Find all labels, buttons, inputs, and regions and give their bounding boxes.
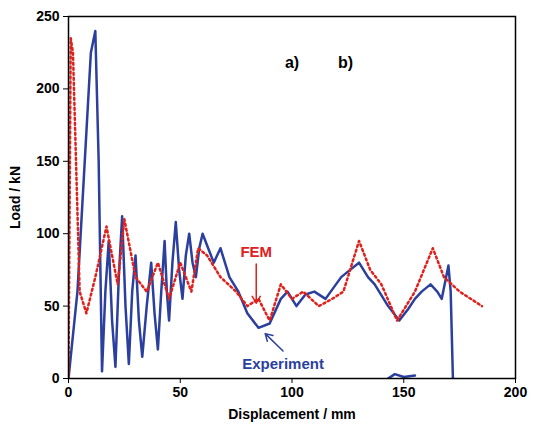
svg-text:50: 50 <box>172 384 188 400</box>
svg-text:150: 150 <box>392 384 416 400</box>
svg-text:50: 50 <box>44 298 60 314</box>
svg-text:100: 100 <box>280 384 304 400</box>
svg-text:0: 0 <box>52 370 60 386</box>
svg-text:Experiment: Experiment <box>242 355 324 372</box>
svg-text:250: 250 <box>36 8 60 24</box>
svg-text:150: 150 <box>36 153 60 169</box>
svg-text:Load / kN: Load / kN <box>7 166 23 229</box>
svg-text:200: 200 <box>504 384 528 400</box>
svg-text:FEM: FEM <box>240 243 272 260</box>
svg-text:0: 0 <box>65 384 73 400</box>
svg-text:100: 100 <box>36 225 60 241</box>
svg-text:Displacement / mm: Displacement / mm <box>228 406 356 422</box>
svg-text:b): b) <box>338 54 353 71</box>
svg-text:200: 200 <box>36 80 60 96</box>
svg-text:a): a) <box>285 54 299 71</box>
